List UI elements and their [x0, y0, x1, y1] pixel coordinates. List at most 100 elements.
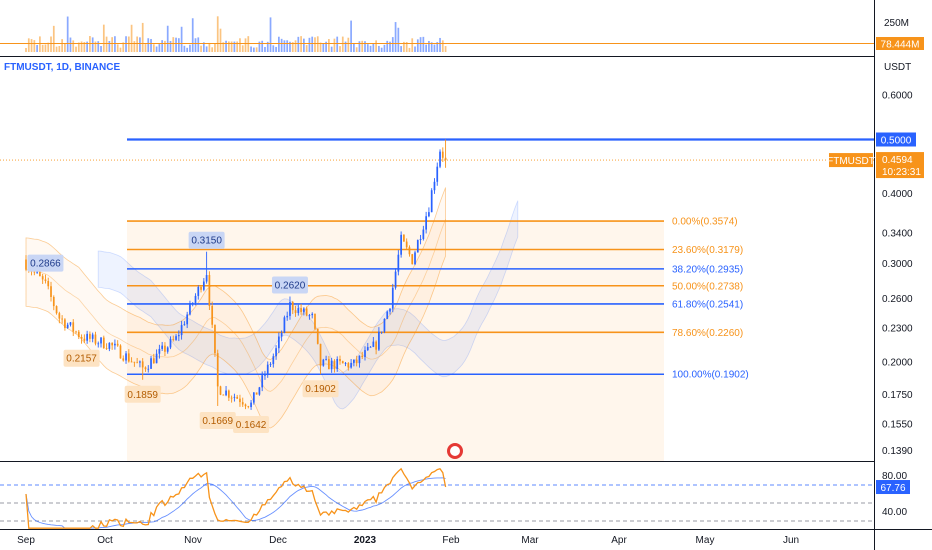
volume-bar — [391, 37, 394, 52]
candle — [205, 275, 208, 282]
candle — [100, 337, 102, 344]
volume-bar — [419, 37, 422, 52]
flag-event-icon-inner — [450, 446, 460, 456]
volume-bar — [408, 47, 411, 52]
candle — [227, 390, 230, 398]
volume-bar — [66, 16, 69, 52]
candle — [358, 355, 361, 364]
band-midline — [25, 219, 446, 392]
candle — [47, 280, 50, 287]
volume-bar — [275, 46, 277, 52]
candle — [175, 336, 177, 340]
candle — [314, 313, 316, 329]
volume-bar — [166, 25, 169, 52]
fib-level-label: 0.00%(0.3574) — [672, 217, 738, 228]
candle — [144, 367, 147, 370]
candle — [202, 281, 205, 290]
candle — [244, 404, 247, 407]
candle — [411, 254, 414, 265]
volume-bar — [328, 39, 330, 52]
candle — [255, 392, 258, 395]
candle — [275, 348, 277, 357]
candle — [336, 359, 339, 370]
volume-bar — [86, 41, 88, 52]
volume-bar — [339, 46, 341, 52]
candle — [102, 337, 105, 349]
volume-bar — [77, 42, 80, 52]
level-price-text: 0.5000 — [881, 136, 912, 147]
volume-bar — [114, 36, 116, 52]
candle — [361, 355, 364, 357]
volume-bar — [266, 41, 269, 52]
candle — [189, 303, 191, 315]
candle — [122, 358, 125, 361]
volume-bar — [183, 45, 186, 52]
rsi-tick-label: 40.00 — [882, 507, 907, 518]
volume-bar — [102, 24, 105, 52]
candle — [241, 402, 244, 405]
volume-bar — [189, 44, 191, 52]
volume-bar — [141, 22, 144, 52]
candle — [66, 324, 69, 328]
volume-bar — [269, 17, 272, 52]
candle — [200, 286, 202, 290]
volume-bar — [252, 47, 255, 52]
candle — [50, 286, 52, 297]
candle — [72, 322, 75, 332]
ticker-tag — [829, 153, 873, 168]
volume-bar — [355, 47, 358, 52]
time-tick-label: Oct — [97, 535, 113, 546]
price-label-text: 0.3150 — [191, 236, 222, 247]
volume-bar — [236, 41, 239, 52]
volume-bar — [436, 42, 439, 52]
candle — [133, 361, 136, 363]
rsi-value-text: 67.76 — [880, 483, 905, 494]
candle — [383, 318, 386, 332]
volume-bar — [244, 38, 247, 52]
candle — [372, 341, 375, 347]
price-tick-label: 0.4000 — [882, 189, 913, 200]
volume-bar — [341, 36, 344, 52]
candle — [77, 331, 80, 337]
candle — [258, 387, 261, 395]
volume-bar — [277, 36, 280, 52]
volume-bar — [439, 37, 441, 52]
volume-bar — [422, 36, 425, 52]
rsi-line — [25, 467, 447, 529]
price-label-text: 0.2157 — [66, 354, 97, 365]
candle — [369, 346, 372, 348]
volume-bar — [197, 37, 200, 52]
candle — [83, 338, 86, 341]
candle — [186, 314, 189, 325]
volume-bar — [272, 45, 275, 52]
candle — [261, 375, 264, 388]
candle — [350, 362, 352, 368]
candle — [403, 234, 405, 242]
volume-bar — [344, 41, 347, 52]
volume-bar — [44, 44, 47, 52]
volume-bar — [353, 42, 355, 52]
volume-bar — [308, 37, 311, 52]
volume-bar — [125, 36, 127, 52]
price-tick-label: 0.6000 — [882, 91, 913, 102]
volume-bar — [100, 46, 102, 52]
candle — [425, 216, 427, 230]
candle — [127, 353, 130, 362]
volume-bar — [316, 36, 319, 52]
candle — [308, 315, 311, 316]
candle — [150, 358, 152, 369]
candle — [158, 348, 161, 354]
candle — [322, 359, 325, 366]
fib-level-label: 38.20%(0.2935) — [672, 264, 743, 275]
fib-level-label: 23.60%(0.3179) — [672, 245, 743, 256]
volume-bar — [97, 41, 100, 52]
candle — [166, 347, 169, 352]
volume-bar — [191, 18, 194, 52]
candle — [69, 322, 72, 325]
volume-bar — [264, 46, 266, 52]
candle — [183, 324, 186, 326]
candle — [152, 358, 155, 364]
candle — [375, 341, 377, 350]
candle — [89, 333, 91, 339]
